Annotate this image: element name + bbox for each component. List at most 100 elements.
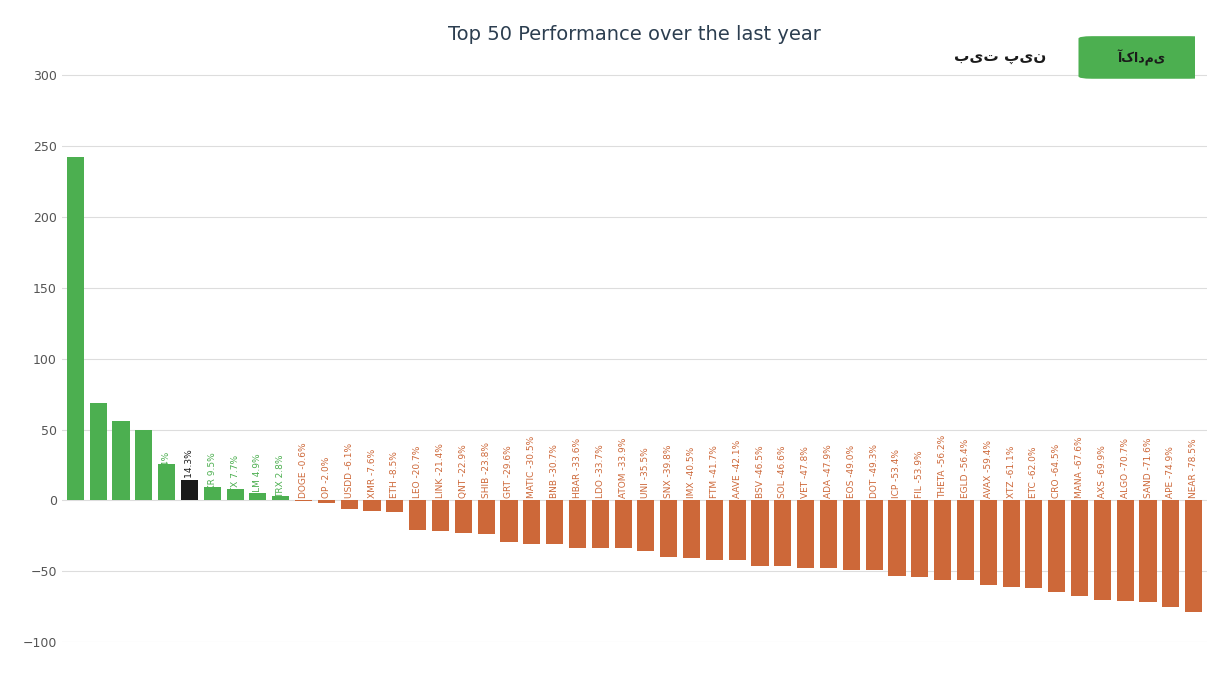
Text: SOL -46.6%: SOL -46.6% [779,445,787,498]
Text: XDC 68.9%: XDC 68.9% [94,448,102,498]
Bar [752,500,769,566]
Bar [1140,500,1157,602]
Text: BNB -30.7%: BNB -30.7% [551,444,559,498]
Text: SNX -39.8%: SNX -39.8% [664,445,673,498]
Text: BTC 14.3%: BTC 14.3% [185,450,193,498]
Bar [660,500,678,557]
Text: ALGO -70.7%: ALGO -70.7% [1121,438,1130,498]
Text: MANA -67.6%: MANA -67.6% [1076,437,1084,498]
Text: AVAX -59.4%: AVAX -59.4% [983,440,993,498]
Text: UNI -35.5%: UNI -35.5% [642,448,650,498]
Bar [409,500,426,530]
Text: AAVE -42.1%: AAVE -42.1% [733,440,742,498]
Text: QNT -22.9%: QNT -22.9% [458,445,468,498]
Bar [363,500,381,511]
Bar [500,500,517,542]
Text: FIL -53.9%: FIL -53.9% [915,451,924,498]
Bar [136,429,153,500]
Text: IMX -40.5%: IMX -40.5% [687,447,696,498]
Title: Top 50 Performance over the last year: Top 50 Performance over the last year [448,25,821,44]
Bar [1094,500,1111,600]
Bar [683,500,700,558]
Text: MKR 9.5%: MKR 9.5% [208,452,217,498]
Bar [774,500,791,566]
Text: GRT -29.6%: GRT -29.6% [504,445,514,498]
Text: ADA -47.9%: ADA -47.9% [824,445,833,498]
Text: SHIB -23.8%: SHIB -23.8% [482,442,490,498]
Bar [203,487,221,500]
Text: XMR -7.6%: XMR -7.6% [367,449,377,498]
Bar [227,489,244,500]
Text: LEO -20.7%: LEO -20.7% [413,446,423,498]
Bar [318,500,335,503]
Bar [821,500,837,569]
Text: XTZ -61.1%: XTZ -61.1% [1007,446,1015,498]
Text: EGLD -56.4%: EGLD -56.4% [961,439,970,498]
Text: AXS -69.9%: AXS -69.9% [1098,445,1106,498]
Text: ATOM -33.9%: ATOM -33.9% [618,438,627,498]
Text: EOS -49.0%: EOS -49.0% [846,445,856,498]
Bar [866,500,882,571]
Text: ICP -53.4%: ICP -53.4% [892,450,902,498]
Bar [181,480,198,500]
Bar [432,500,448,531]
Bar [843,500,860,570]
Bar [934,500,951,580]
Text: TRX 2.8%: TRX 2.8% [276,455,286,498]
Bar [340,500,357,509]
Text: DOT -49.3%: DOT -49.3% [870,444,878,498]
Text: VET -47.8%: VET -47.8% [801,446,811,498]
Bar [294,500,312,502]
Text: LINK -21.4%: LINK -21.4% [436,443,445,498]
Text: بیت پین: بیت پین [954,50,1046,65]
Bar [90,403,107,500]
Bar [637,500,654,551]
Text: FTM -41.7%: FTM -41.7% [710,445,718,498]
Text: XLM 4.9%: XLM 4.9% [254,454,262,498]
Text: APE -74.9%: APE -74.9% [1167,446,1175,498]
Bar [1025,500,1042,588]
Bar [546,500,563,544]
Bar [912,500,929,577]
Bar [797,500,814,569]
Text: ETH -8.5%: ETH -8.5% [391,452,399,498]
FancyBboxPatch shape [1078,37,1204,79]
Text: SAND -71.6%: SAND -71.6% [1143,438,1152,498]
Bar [1162,500,1179,606]
Text: NEAR -78.5%: NEAR -78.5% [1189,439,1199,498]
Bar [249,493,266,500]
Text: LTC 25.4%: LTC 25.4% [163,452,171,498]
Text: INJ 242.4%: INJ 242.4% [70,450,80,498]
Text: آکادمی: آکادمی [1116,49,1165,66]
Bar [387,500,403,512]
Text: CRO -64.5%: CRO -64.5% [1052,444,1061,498]
Bar [1048,500,1066,592]
Bar [591,500,609,548]
Bar [158,464,175,500]
Text: DOGE -0.6%: DOGE -0.6% [299,443,308,498]
Bar [728,500,745,560]
Bar [1071,500,1088,596]
Text: OP -2.0%: OP -2.0% [322,457,331,498]
Bar [706,500,723,560]
Bar [1116,500,1133,601]
Bar [455,500,472,533]
Bar [615,500,632,548]
Bar [1185,500,1202,612]
Text: STX 7.7%: STX 7.7% [230,455,239,498]
Text: THETA -56.2%: THETA -56.2% [938,435,947,498]
Bar [67,157,84,500]
Text: LDO -33.7%: LDO -33.7% [596,445,605,498]
Bar [478,500,495,534]
Text: BCH 50.0%: BCH 50.0% [139,448,148,498]
Bar [888,500,906,576]
Bar [979,500,997,585]
Text: XRP 56.3%: XRP 56.3% [117,449,126,498]
Bar [112,420,129,500]
Bar [569,500,586,548]
Text: USDD -6.1%: USDD -6.1% [345,443,354,498]
Bar [272,496,290,500]
Text: HBAR -33.6%: HBAR -33.6% [573,438,582,498]
Text: MATIC -30.5%: MATIC -30.5% [527,436,536,498]
Bar [1003,500,1020,587]
